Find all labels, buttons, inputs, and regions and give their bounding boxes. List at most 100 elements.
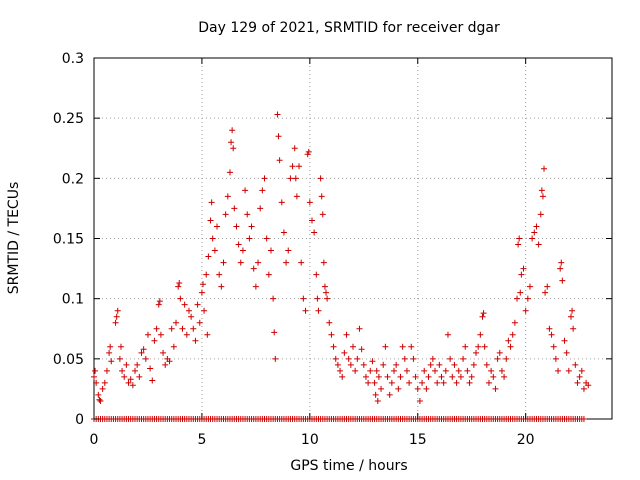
- data-point: [108, 358, 115, 365]
- data-point: [112, 319, 119, 326]
- data-point: [125, 379, 132, 386]
- grid-lines: [94, 58, 612, 419]
- data-point: [149, 377, 156, 384]
- data-point: [559, 277, 566, 284]
- data-point: [403, 367, 410, 374]
- data-point: [224, 193, 231, 200]
- data-point: [255, 259, 262, 266]
- data-point: [515, 241, 522, 248]
- data-point: [565, 367, 572, 374]
- data-point: [460, 355, 467, 362]
- data-point: [480, 310, 487, 317]
- data-point: [517, 289, 524, 296]
- data-point: [93, 379, 100, 386]
- data-point: [548, 331, 555, 338]
- data-point: [101, 379, 108, 386]
- data-point: [318, 193, 325, 200]
- data-point: [343, 331, 350, 338]
- data-point: [518, 271, 525, 278]
- data-point: [314, 295, 321, 302]
- data-point: [380, 361, 387, 368]
- data-point: [419, 379, 426, 386]
- data-point: [129, 382, 136, 389]
- data-point: [507, 343, 514, 350]
- data-point: [291, 145, 298, 152]
- data-point: [522, 307, 529, 314]
- data-point: [496, 349, 503, 356]
- data-point: [175, 283, 182, 290]
- data-point: [107, 343, 114, 350]
- data-point: [538, 187, 545, 194]
- data-point: [533, 223, 540, 230]
- data-point: [179, 325, 186, 332]
- data-point: [444, 331, 451, 338]
- data-point: [434, 379, 441, 386]
- data-point: [514, 295, 521, 302]
- data-point: [168, 325, 175, 332]
- data-point: [183, 331, 190, 338]
- data-point: [378, 385, 385, 392]
- data-point: [285, 247, 292, 254]
- data-point: [116, 355, 123, 362]
- data-point: [509, 331, 516, 338]
- data-point: [503, 355, 510, 362]
- y-tick-label: 0.25: [53, 111, 84, 127]
- data-point: [401, 355, 408, 362]
- data-point: [367, 367, 374, 374]
- data-point: [442, 367, 449, 374]
- data-point: [214, 223, 221, 230]
- data-point: [410, 355, 417, 362]
- data-point: [453, 379, 460, 386]
- y-tick-label: 0.3: [62, 51, 84, 67]
- data-point: [156, 298, 163, 305]
- y-tick-label: 0.2: [62, 171, 84, 187]
- data-point: [226, 169, 233, 176]
- data-point: [296, 163, 303, 170]
- data-point: [142, 355, 149, 362]
- data-point: [127, 376, 134, 383]
- data-point: [207, 217, 214, 224]
- data-point: [578, 367, 585, 374]
- data-point: [250, 265, 257, 272]
- data-point: [289, 163, 296, 170]
- data-point: [374, 397, 381, 404]
- data-point: [173, 319, 180, 326]
- data-point: [576, 373, 583, 380]
- data-point: [429, 355, 436, 362]
- data-point: [305, 148, 312, 155]
- data-point: [427, 361, 434, 368]
- data-point: [308, 217, 315, 224]
- data-point: [144, 331, 151, 338]
- data-point: [274, 111, 281, 118]
- data-point: [259, 187, 266, 194]
- data-point: [272, 355, 279, 362]
- data-point: [155, 301, 162, 308]
- data-point: [539, 193, 546, 200]
- data-point: [529, 235, 536, 242]
- data-point: [337, 367, 344, 374]
- data-point: [185, 307, 192, 314]
- data-point: [235, 241, 242, 248]
- data-point: [188, 313, 195, 320]
- data-point: [358, 346, 365, 353]
- data-point: [121, 373, 128, 380]
- data-point: [555, 367, 562, 374]
- data-point: [447, 355, 454, 362]
- data-point: [372, 391, 379, 398]
- data-point: [580, 416, 587, 422]
- data-point: [505, 337, 512, 344]
- data-point: [257, 205, 264, 212]
- data-point: [388, 379, 395, 386]
- data-point: [432, 367, 439, 374]
- data-point: [326, 319, 333, 326]
- data-point: [558, 259, 565, 266]
- data-point: [176, 280, 183, 287]
- data-point: [485, 379, 492, 386]
- data-point: [464, 367, 471, 374]
- data-point: [239, 247, 246, 254]
- data-point: [382, 343, 389, 350]
- data-point: [151, 337, 158, 344]
- data-point: [252, 283, 259, 290]
- data-point: [440, 379, 447, 386]
- data-point: [328, 331, 335, 338]
